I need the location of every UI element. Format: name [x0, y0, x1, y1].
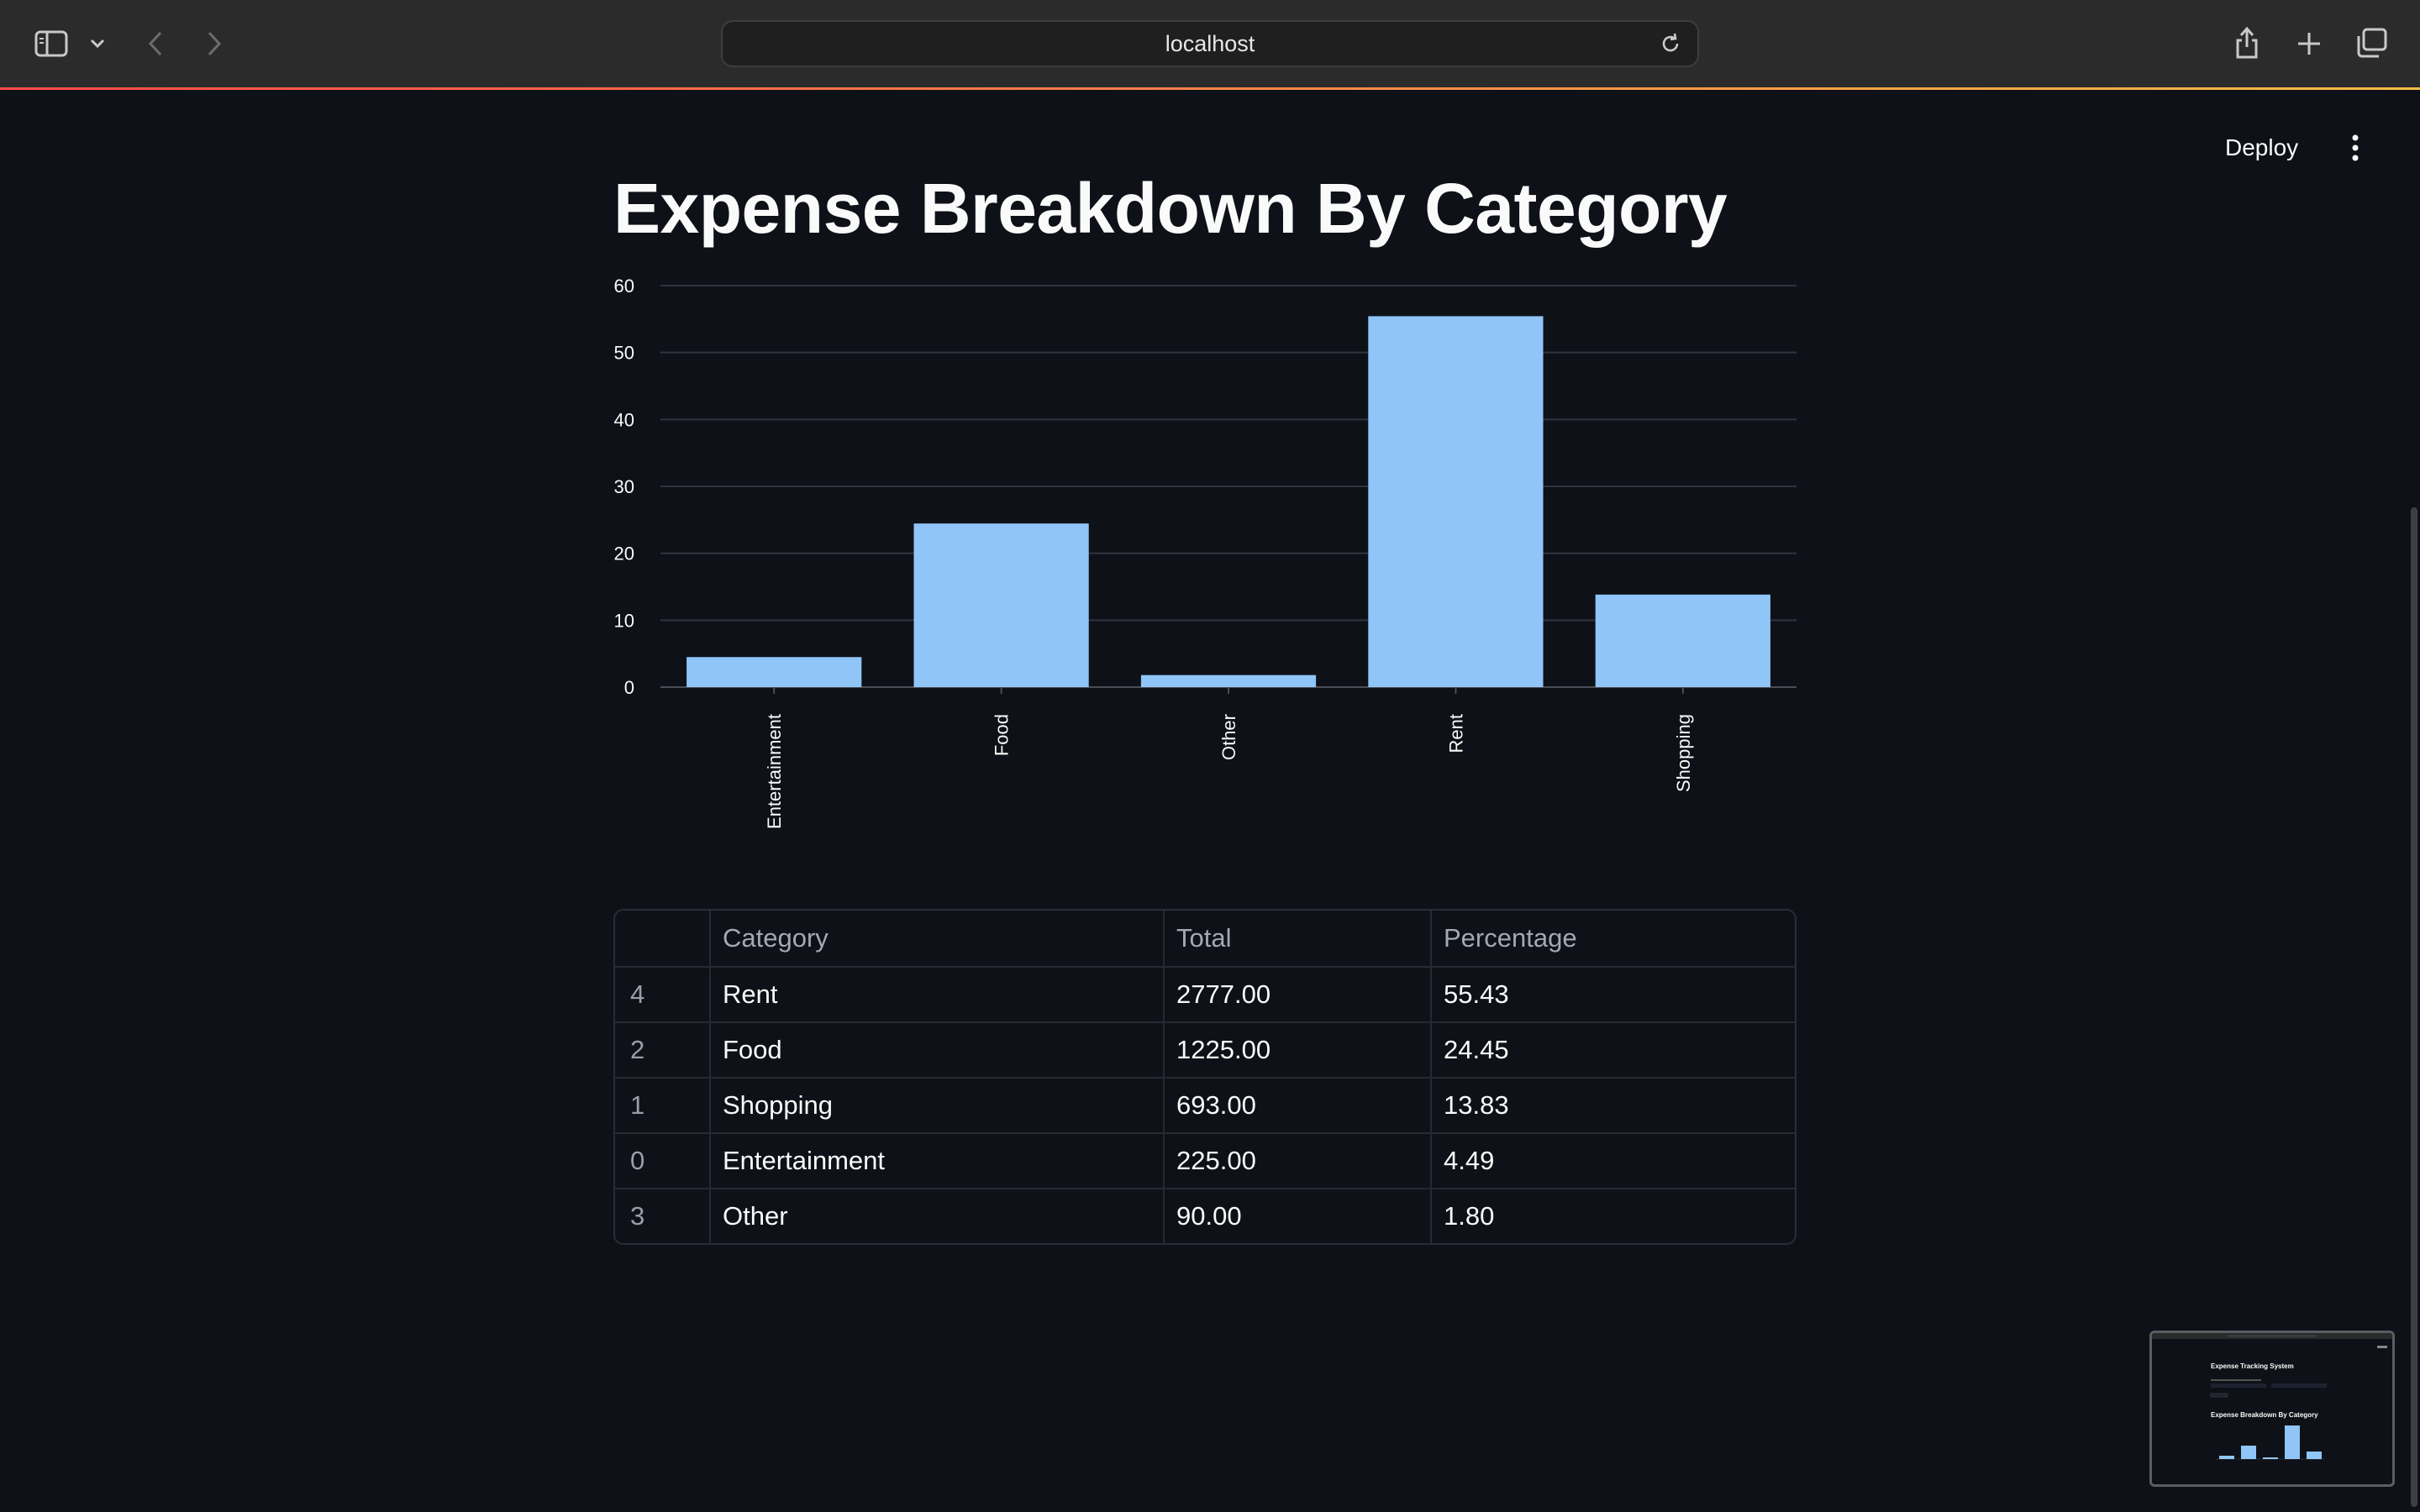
table-cell[interactable]: 90.00 [1163, 1189, 1430, 1243]
row-index[interactable]: 1 [630, 1090, 645, 1120]
row-index[interactable]: 2 [630, 1035, 645, 1064]
address-bar[interactable]: localhost [721, 20, 1699, 67]
column-header[interactable]: Category [709, 911, 1163, 966]
y-tick-label: 10 [614, 610, 634, 631]
y-tick-label: 40 [614, 409, 634, 430]
table-cell[interactable]: 2777.00 [1163, 968, 1430, 1021]
bar-shopping [1595, 594, 1770, 687]
forward-icon[interactable] [202, 29, 227, 59]
address-text: localhost [1165, 30, 1255, 56]
loading-bar [0, 87, 2420, 90]
table-cell[interactable]: 225.00 [1163, 1134, 1430, 1188]
table-cell[interactable]: 55.43 [1430, 968, 1795, 1021]
table-cell[interactable]: 13.83 [1430, 1079, 1795, 1132]
expense-table[interactable]: Category Total Percentage 4 Rent 2777.00 55.43… [613, 909, 1797, 1245]
column-header[interactable]: Percentage [1430, 911, 1795, 966]
share-icon[interactable] [2232, 24, 2262, 60]
table-cell[interactable]: 1.80 [1430, 1189, 1795, 1243]
table-cell[interactable]: Shopping [709, 1079, 1163, 1132]
x-tick-label: Entertainment [764, 714, 785, 829]
table-row[interactable]: 0 Entertainment 225.00 4.49 [615, 1132, 1795, 1188]
row-index[interactable]: 4 [630, 979, 645, 1009]
expense-bar-chart: 0 10 20 30 40 50 60 Entertainment Food Other Rent S… [614, 276, 1797, 829]
more-options-icon[interactable] [2344, 133, 2366, 167]
x-tick-label: Other [1218, 714, 1239, 760]
bar-other [1140, 675, 1317, 687]
y-tick-label: 60 [614, 276, 634, 297]
bar-rent [1368, 316, 1544, 687]
table-row[interactable]: 3 Other 90.00 1.80 [615, 1188, 1795, 1243]
page-scrollbar[interactable] [2411, 507, 2417, 1507]
table-cell[interactable]: Food [709, 1023, 1163, 1077]
table-cell[interactable]: 693.00 [1163, 1079, 1430, 1132]
column-header[interactable] [615, 911, 709, 966]
bar-food [913, 523, 1089, 687]
table-cell[interactable]: 24.45 [1430, 1023, 1795, 1077]
table-row[interactable]: 4 Rent 2777.00 55.43 [615, 966, 1795, 1021]
page-title: Expense Breakdown By Category [613, 169, 1728, 248]
table-row[interactable]: 2 Food 1225.00 24.45 [615, 1021, 1795, 1077]
chevron-down-icon[interactable] [87, 32, 108, 55]
y-tick-label: 50 [614, 343, 634, 364]
sidebar-toggle-icon[interactable] [32, 27, 71, 60]
y-tick-label: 0 [624, 677, 634, 698]
table-cell[interactable]: Other [709, 1189, 1163, 1243]
table-cell[interactable]: 4.49 [1430, 1134, 1795, 1188]
table-cell[interactable]: Entertainment [709, 1134, 1163, 1188]
row-index[interactable]: 3 [630, 1201, 645, 1231]
deploy-button[interactable]: Deploy [2225, 134, 2299, 160]
minimap-heading-2: Expense Breakdown By Category [2211, 1411, 2318, 1419]
y-tick-label: 20 [614, 543, 634, 564]
tab-overview-icon[interactable] [2353, 25, 2390, 60]
page-minimap[interactable]: Expense Tracking System Expense Breakdow… [2149, 1331, 2395, 1487]
bar-entertainment [687, 657, 862, 687]
browser-toolbar: localhost [0, 0, 2420, 89]
reload-icon[interactable] [1659, 32, 1682, 60]
x-tick-label: Rent [1445, 714, 1466, 753]
back-icon[interactable] [143, 29, 168, 59]
x-tick-label: Food [992, 714, 1013, 756]
new-tab-icon[interactable] [2292, 27, 2326, 60]
table-header-row: Category Total Percentage [615, 911, 1795, 966]
table-row[interactable]: 1 Shopping 693.00 13.83 [615, 1077, 1795, 1132]
table-cell[interactable]: Rent [709, 968, 1163, 1021]
minimap-heading-1: Expense Tracking System [2211, 1362, 2294, 1370]
column-header[interactable]: Total [1163, 911, 1430, 966]
x-tick-label: Shopping [1673, 714, 1694, 792]
row-index[interactable]: 0 [630, 1146, 645, 1175]
table-cell[interactable]: 1225.00 [1163, 1023, 1430, 1077]
y-tick-label: 30 [614, 476, 634, 497]
